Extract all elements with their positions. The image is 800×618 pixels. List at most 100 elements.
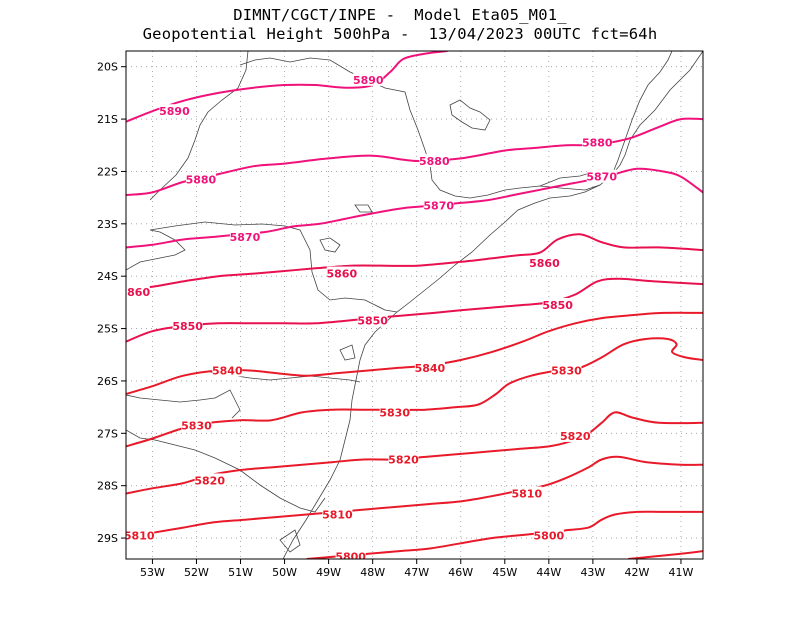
contour-label-bg bbox=[126, 528, 155, 542]
contour-label: 5880 bbox=[419, 155, 450, 168]
contour-label-bg bbox=[551, 363, 582, 377]
contour-label: 5840 bbox=[212, 364, 243, 377]
x-tick-label: 48W bbox=[360, 566, 385, 579]
y-tick-label: 27S bbox=[97, 427, 118, 440]
contour-label-bg bbox=[159, 104, 190, 118]
contour-label: 5860 bbox=[119, 286, 150, 299]
contour-line-5840 bbox=[126, 311, 703, 395]
contour-label: 5850 bbox=[542, 299, 573, 312]
contour-label: 5860 bbox=[327, 268, 358, 281]
contour-label: 5830 bbox=[181, 419, 212, 432]
reservoir bbox=[319, 237, 341, 253]
y-tick-label: 23S bbox=[97, 218, 118, 231]
x-tick-label: 47W bbox=[404, 566, 429, 579]
contour-label-bg bbox=[582, 135, 613, 149]
contour-label-bg bbox=[542, 298, 573, 311]
contour-line-5850 bbox=[126, 277, 703, 343]
contour-label: 5820 bbox=[560, 430, 591, 443]
x-tick-label: 44W bbox=[536, 566, 561, 579]
state-border-mg-es bbox=[611, 51, 673, 176]
contour-label-bg bbox=[353, 72, 384, 86]
x-tick-label: 42W bbox=[624, 566, 649, 579]
contour-label: 5830 bbox=[379, 406, 410, 419]
contour-label-bg bbox=[322, 507, 353, 521]
contour-label-bg bbox=[194, 473, 225, 487]
contour-line-5790 bbox=[628, 550, 703, 559]
contour-label-bg bbox=[357, 313, 388, 327]
x-tick-label: 53W bbox=[140, 566, 165, 579]
x-tick-label: 52W bbox=[184, 566, 209, 579]
contour-label-bg bbox=[560, 428, 591, 442]
y-tick-label: 28S bbox=[97, 480, 118, 493]
state-border-sp-mg bbox=[239, 57, 601, 199]
contour-label-bg bbox=[326, 266, 357, 280]
y-tick-label: 20S bbox=[97, 61, 118, 74]
y-tick-label: 22S bbox=[97, 165, 118, 178]
contour-label-bg bbox=[586, 169, 617, 183]
x-tick-label: 49W bbox=[316, 566, 341, 579]
contour-label: 5820 bbox=[388, 453, 419, 466]
border-paraguay bbox=[126, 229, 186, 271]
coastline bbox=[282, 51, 703, 559]
contour-line-5820 bbox=[126, 411, 703, 495]
contour-label-bg bbox=[388, 452, 419, 466]
y-tick-label: 24S bbox=[97, 270, 118, 283]
contour-label: 5890 bbox=[353, 74, 384, 87]
contour-label-bg bbox=[419, 153, 450, 167]
contour-label: 5850 bbox=[172, 320, 203, 333]
border-argentina bbox=[126, 389, 241, 419]
contour-line-5880 bbox=[126, 117, 703, 196]
x-tick-label: 45W bbox=[492, 566, 517, 579]
map-title-line-1: DIMNT/CGCT/INPE - Model Eta05_M01_ bbox=[233, 6, 567, 24]
y-tick-label: 25S bbox=[97, 323, 118, 336]
x-tick-label: 41W bbox=[669, 566, 694, 579]
y-tick-label: 26S bbox=[97, 375, 118, 388]
contour-label-bg bbox=[126, 284, 150, 298]
contour-label-bg bbox=[379, 405, 410, 419]
plot-frame bbox=[125, 50, 704, 560]
state-border-ms-sp bbox=[149, 51, 249, 201]
contour-label-bg bbox=[229, 229, 260, 243]
state-border-sc-rs bbox=[154, 439, 326, 513]
contour-label-bg bbox=[335, 549, 366, 559]
contour-label: 5810 bbox=[322, 508, 353, 521]
reservoir bbox=[354, 204, 373, 213]
contour-label: 5810 bbox=[124, 529, 155, 542]
bay bbox=[339, 344, 356, 361]
contour-label: 5810 bbox=[512, 488, 543, 501]
contour-label-bg bbox=[181, 418, 212, 432]
contour-label-bg bbox=[414, 360, 445, 374]
map-title-line-2: Geopotential Height 500hPa - 13/04/2023 … bbox=[142, 25, 658, 43]
contour-label-bg bbox=[529, 256, 560, 270]
y-tick-label: 21S bbox=[97, 113, 118, 126]
contour-label: 5870 bbox=[586, 171, 617, 184]
geopotential-contours: 5890 5890 5880 5880 5880 5870 5870 5870 5860 5860… bbox=[119, 51, 703, 563]
contour-label: 5870 bbox=[423, 199, 454, 212]
x-tick-label: 46W bbox=[448, 566, 473, 579]
contour-label-bg bbox=[172, 318, 203, 332]
contour-label: 5800 bbox=[534, 529, 565, 542]
contour-line-5830 bbox=[126, 337, 703, 448]
lagoon bbox=[279, 529, 301, 553]
contour-label: 5830 bbox=[551, 364, 582, 377]
x-tick-label: 50W bbox=[272, 566, 297, 579]
contour-label-bg bbox=[511, 486, 542, 500]
reservoir bbox=[449, 99, 491, 131]
contour-line-5890 bbox=[126, 51, 448, 123]
state-border-sp-pr bbox=[149, 221, 398, 313]
y-tick-label: 29S bbox=[97, 532, 118, 545]
contour-line-5800 bbox=[306, 510, 703, 559]
contour-label-bg bbox=[212, 363, 243, 377]
contour-label: 5850 bbox=[357, 315, 388, 328]
contour-line-5810 bbox=[126, 455, 703, 540]
contour-label: 5800 bbox=[335, 550, 366, 563]
contour-label: 5840 bbox=[415, 362, 446, 375]
contour-label: 5870 bbox=[230, 231, 261, 244]
contour-label: 5860 bbox=[529, 257, 560, 270]
axis-ticks: 53W 52W 51W 50W 49W 48W 47W 46W 45W 44W 43W 42W 41W 2… bbox=[97, 61, 694, 579]
contour-label: 5890 bbox=[159, 105, 190, 118]
contour-label: 5880 bbox=[186, 173, 217, 186]
x-tick-label: 43W bbox=[580, 566, 605, 579]
contour-label: 5880 bbox=[582, 137, 613, 150]
